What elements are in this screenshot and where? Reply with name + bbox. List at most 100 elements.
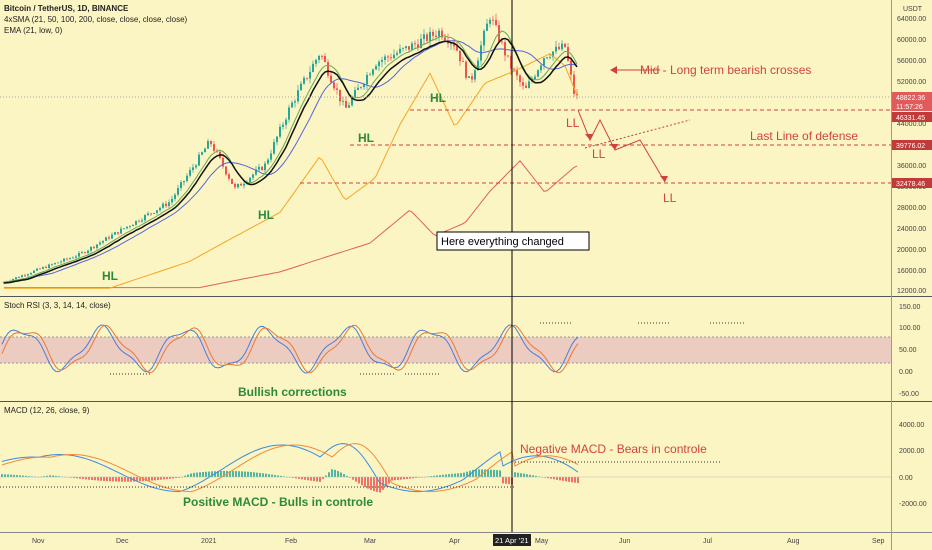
time-tick: 2021 <box>201 538 217 545</box>
macd-histogram-bar <box>409 477 411 479</box>
macd-histogram-bar <box>418 477 420 478</box>
candle-body <box>516 69 518 76</box>
candle-body <box>204 148 206 153</box>
candle-body <box>270 153 272 160</box>
candle-body <box>297 90 299 102</box>
candle-body <box>336 88 338 90</box>
macd-histogram-bar <box>550 477 552 479</box>
macd-histogram-bar <box>7 474 9 477</box>
candle-body <box>147 213 149 216</box>
candle-body <box>441 30 443 38</box>
macd-histogram-bar <box>4 474 6 477</box>
hl-label-3: HL <box>358 131 374 145</box>
candle-body <box>564 43 566 48</box>
macd-histogram-bar <box>112 477 114 482</box>
macd-histogram-bar <box>544 477 546 478</box>
macd-histogram-bar <box>484 469 486 477</box>
macd-histogram-bar <box>379 477 381 493</box>
macd-histogram-bar <box>571 477 573 483</box>
candle-body <box>528 81 530 88</box>
macd-histogram-bar <box>508 477 510 485</box>
macd-histogram-bar <box>556 477 558 480</box>
macd-histogram-bar <box>358 477 360 484</box>
candle-body <box>453 43 455 47</box>
candle-body <box>339 89 341 102</box>
macd-histogram-bar <box>94 477 96 481</box>
macd-histogram-bar <box>172 477 174 479</box>
macd-histogram-bar <box>19 475 21 477</box>
price-tag: 11:57:26 <box>896 104 923 111</box>
price-tick: 44000.00 <box>897 121 926 128</box>
candle-body <box>303 77 305 84</box>
macd-histogram-bar <box>355 477 357 482</box>
macd-histogram-bar <box>202 471 204 477</box>
candle-body <box>456 46 458 51</box>
candle-body <box>96 244 98 248</box>
candle-body <box>399 48 401 54</box>
macd-histogram-bar <box>349 477 351 478</box>
candle-body <box>123 228 125 230</box>
candle-body <box>66 258 68 260</box>
candle-body <box>495 19 497 26</box>
macd-signal-line <box>1 443 579 493</box>
candle-body <box>183 180 185 183</box>
macd-note-negative: Negative MACD - Bears in controle <box>520 442 707 456</box>
macd-histogram-bar <box>241 471 243 477</box>
macd-histogram-bar <box>127 477 129 482</box>
candle-body <box>381 59 383 62</box>
date-highlight: 21 Apr '21 <box>495 536 529 545</box>
candle-body <box>378 61 380 67</box>
candle-body <box>459 50 461 62</box>
candle-body <box>534 76 536 79</box>
candle-body <box>12 278 14 281</box>
candle-body <box>570 60 572 75</box>
macd-histogram-bar <box>361 477 363 486</box>
macd-histogram-bar <box>85 477 87 480</box>
candle-body <box>207 141 209 149</box>
macd-histogram-bar <box>403 477 405 480</box>
candle-body <box>366 74 368 85</box>
price-tags: 48822.36 11:57:26 46331.45 39776.02 32478.46 <box>892 92 932 188</box>
macd-histogram-bar <box>292 477 294 478</box>
macd-histogram-bar <box>10 474 12 477</box>
macd-histogram-bar <box>31 476 33 477</box>
macd-tick: -2000.00 <box>899 501 927 508</box>
macd-histogram-bar <box>193 472 195 477</box>
sma-legend: 4xSMA (21, 50, 100, 200, close, close, c… <box>4 15 188 24</box>
annotation-last-line: Last Line of defense <box>750 129 858 143</box>
candle-body <box>372 69 374 75</box>
candle-body <box>24 275 26 277</box>
macd-histogram-bar <box>154 477 156 481</box>
candle-body <box>327 62 329 76</box>
stoch-note: Bullish corrections <box>238 385 347 399</box>
candle-body <box>348 105 350 108</box>
macd-histogram-bar <box>130 477 132 482</box>
macd-histogram-bar <box>454 473 456 477</box>
macd-histogram-bar <box>535 475 537 477</box>
macd-histogram-bar <box>247 471 249 477</box>
candle-body <box>330 75 332 83</box>
sma21-line <box>3 30 578 283</box>
macd-histogram-bar <box>217 471 219 477</box>
candle-body <box>129 226 131 227</box>
candle-body <box>84 252 86 254</box>
candle-body <box>138 220 140 222</box>
candle-body <box>417 44 419 48</box>
macd-histogram-bar <box>82 477 84 480</box>
macd-histogram-bar <box>190 473 192 477</box>
candle-body <box>42 267 44 269</box>
macd-histogram-bar <box>466 471 468 477</box>
macd-histogram-bar <box>433 475 435 477</box>
macd-histogram-bar <box>517 472 519 477</box>
candle-body <box>222 158 224 167</box>
candle-body <box>492 19 494 21</box>
candle-body <box>351 97 353 106</box>
ll-label-3: LL <box>663 191 677 205</box>
macd-histogram-bar <box>274 474 276 477</box>
candle-body <box>408 46 410 50</box>
stoch-tick: 0.00 <box>899 369 913 376</box>
macd-histogram-bar <box>295 477 297 479</box>
candle-body <box>483 30 485 46</box>
macd-histogram-bar <box>304 477 306 480</box>
